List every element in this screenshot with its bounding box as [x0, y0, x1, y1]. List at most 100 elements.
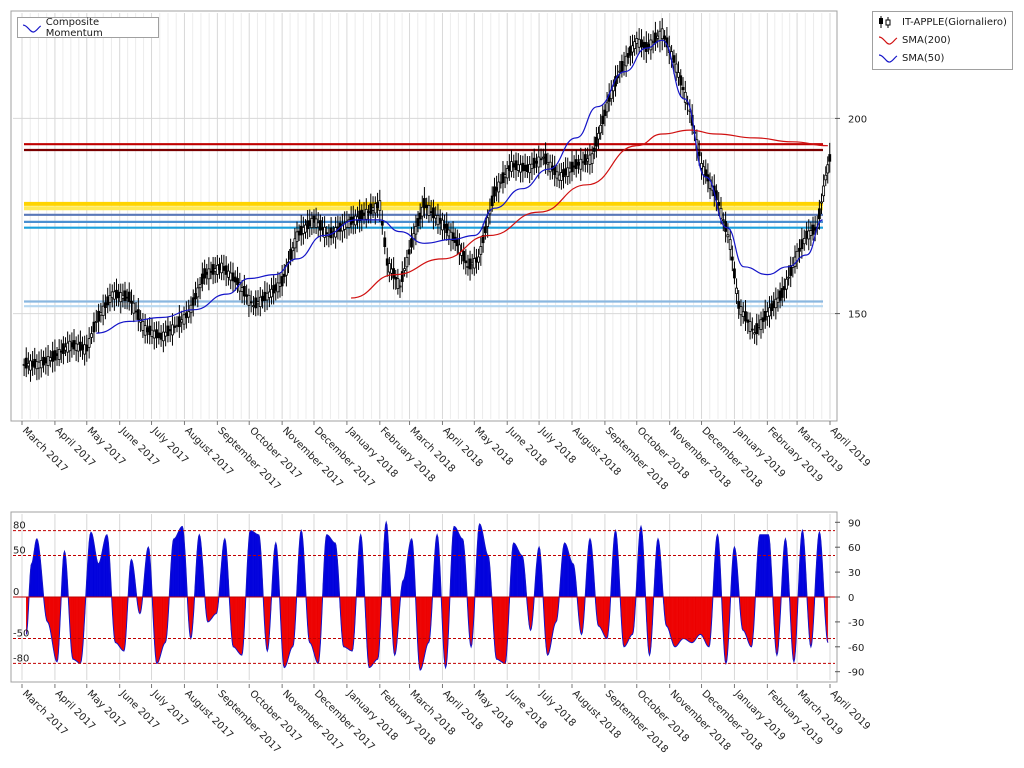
price-candle: [380, 221, 384, 226]
price-candle: [329, 227, 333, 239]
price-candle: [559, 172, 563, 181]
y-tick-label-right: -90: [848, 668, 864, 679]
price-candle: [789, 265, 793, 276]
price-candle: [535, 160, 538, 164]
price-candle: [704, 169, 708, 178]
price-candle: [318, 220, 322, 231]
price-candle: [187, 311, 191, 318]
price-candle: [546, 162, 550, 165]
price-candle: [824, 174, 828, 181]
price-candle: [325, 232, 329, 235]
price-candle: [741, 311, 745, 317]
momentum-legend: Composite Momentum: [17, 17, 159, 39]
price-candle: [479, 246, 483, 255]
price-candle: [39, 360, 43, 369]
momentum-y-axis: 80 50 0 -50 -80 90 60 30 0 -30 -60 -90: [13, 518, 864, 678]
price-candle: [57, 349, 61, 360]
price-candle: [548, 161, 552, 173]
price-candle: [184, 312, 188, 319]
price-candle: [436, 215, 440, 226]
price-candle: [301, 226, 305, 234]
price-candle: [455, 238, 459, 247]
price-y-axis: 150 200: [835, 114, 867, 321]
price-candle: [362, 212, 366, 216]
price-candle: [76, 343, 80, 352]
price-candle: [205, 271, 209, 275]
price-candle: [233, 276, 237, 283]
y-tick-label: 150: [848, 310, 867, 321]
price-candle: [261, 295, 264, 302]
price-candle: [92, 321, 96, 333]
price-candle: [155, 329, 158, 339]
price-candle: [622, 62, 626, 66]
price-candle: [651, 40, 655, 43]
price-legend: IT-APPLE(Giornaliero) SMA(200) SMA(50): [872, 11, 1013, 70]
price-candle: [24, 357, 28, 369]
price-candle: [497, 181, 501, 193]
price-candle: [55, 353, 59, 356]
price-candle: [597, 132, 600, 140]
price-candle: [166, 325, 170, 337]
price-candle: [106, 296, 110, 306]
price-candle: [420, 206, 424, 217]
price-candle: [35, 361, 39, 370]
legend-label-sma50: SMA(50): [902, 52, 945, 64]
price-chart-grid: [13, 13, 835, 419]
price-candle: [209, 270, 213, 273]
price-candle: [493, 186, 496, 197]
price-candle: [312, 215, 316, 223]
price-candle: [364, 208, 368, 220]
price-candle: [472, 258, 476, 269]
y-tick-label-right: 90: [848, 518, 861, 529]
price-candle: [22, 363, 26, 366]
x-tick-label: November 2017: [280, 688, 345, 753]
price-candle: [603, 109, 607, 116]
sma50-line: [96, 39, 823, 334]
price-candle: [48, 357, 52, 362]
price-candle: [108, 294, 112, 303]
y-tick-label-left: 80: [13, 521, 26, 532]
price-candle: [432, 207, 435, 219]
price-candle: [175, 324, 179, 327]
price-candle: [427, 205, 431, 216]
price-candle: [566, 167, 570, 177]
x-tick-label: February 2018: [378, 688, 437, 747]
price-candle: [798, 247, 801, 252]
price-candle: [115, 289, 118, 299]
y-tick-label-left: 50: [13, 546, 26, 557]
momentum-panel: 80 50 0 -50 -80 90 60 30 0 -30 -60 -90 March 2017Ap…: [10, 511, 872, 755]
price-candle: [468, 258, 472, 270]
price-candle: [510, 161, 513, 172]
price-candle: [403, 268, 406, 271]
price-candle: [588, 154, 592, 165]
price-candle: [570, 161, 574, 173]
price-candle: [512, 163, 516, 168]
price-candle: [316, 222, 320, 228]
price-candle: [247, 294, 251, 306]
price-candle: [635, 38, 639, 44]
price-candle: [800, 239, 804, 250]
price-candle: [737, 301, 741, 309]
price-candle: [583, 154, 587, 165]
price-candle: [94, 320, 98, 323]
price-candle: [537, 156, 541, 168]
price-candle: [263, 291, 267, 301]
price-candle: [173, 325, 177, 328]
price-candle: [486, 217, 490, 227]
price-candle: [258, 296, 262, 308]
price-candle: [295, 231, 299, 242]
price-candle: [490, 195, 494, 207]
price-candle: [180, 319, 184, 323]
price-candle: [464, 260, 468, 264]
price-candle: [574, 159, 578, 170]
price-candle: [700, 163, 703, 169]
price-candle: [215, 264, 219, 275]
price-candle: [104, 302, 107, 308]
price-candle: [117, 291, 121, 298]
price-candle: [46, 356, 50, 366]
x-tick-label: September 2017: [215, 688, 282, 755]
price-candle: [405, 256, 409, 268]
price-candle: [150, 329, 154, 337]
price-candle: [660, 28, 664, 40]
price-candle: [360, 209, 364, 220]
